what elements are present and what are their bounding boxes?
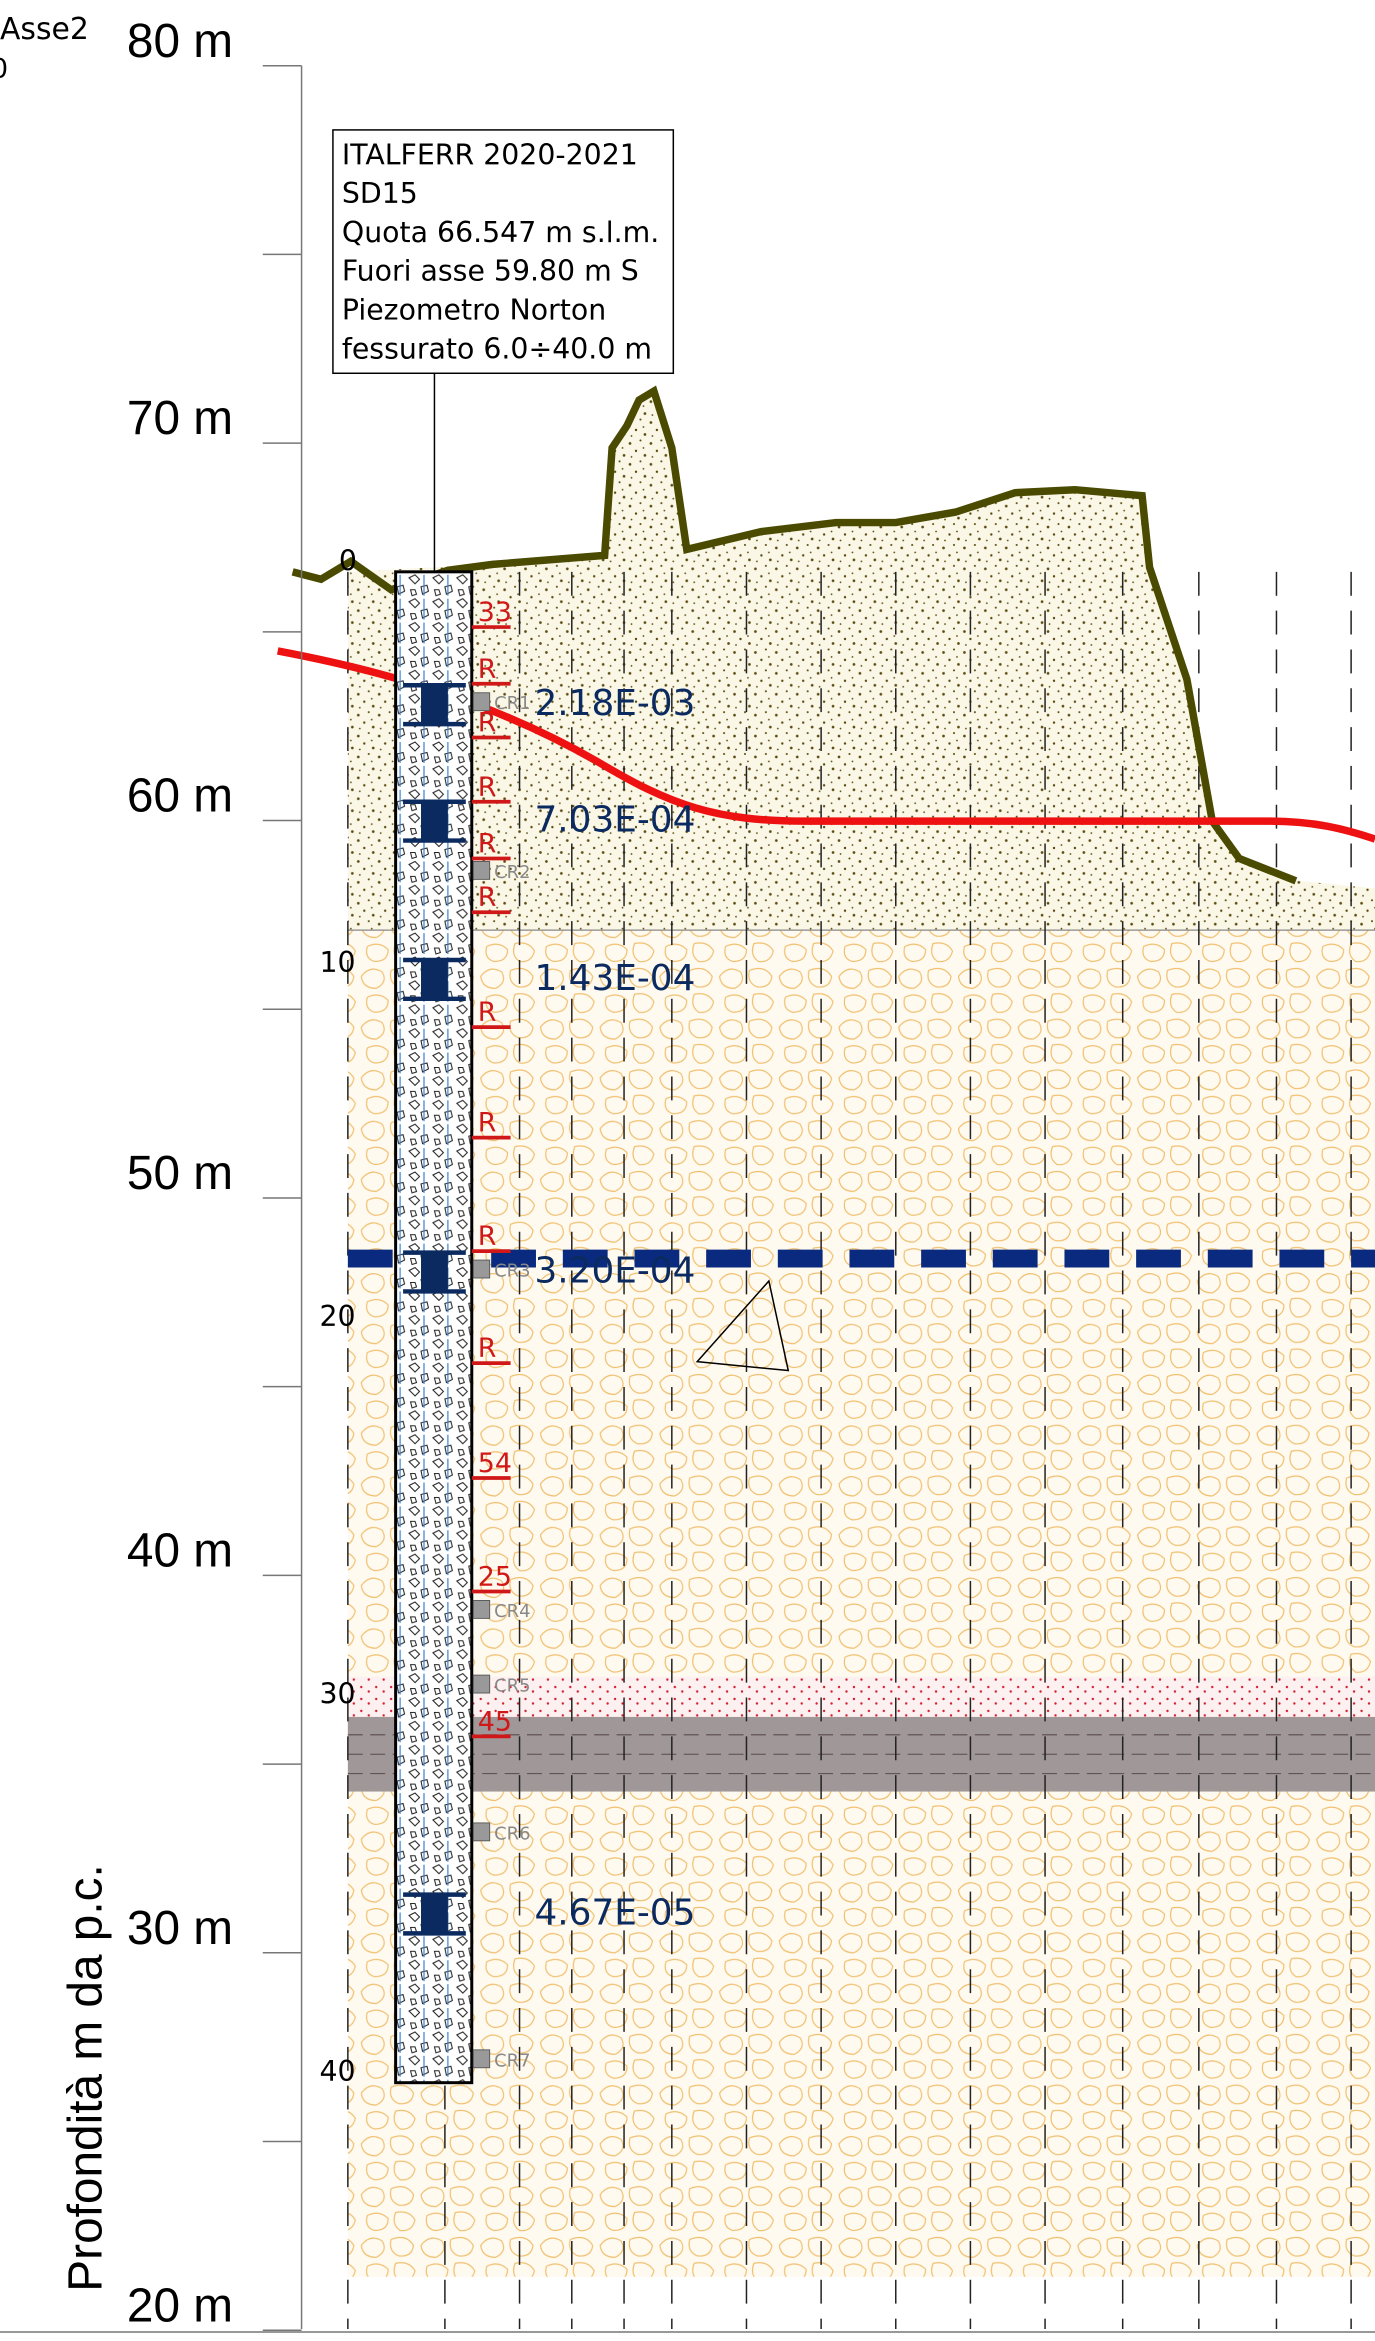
info-line: SD15 (342, 177, 418, 210)
level-marker (695, 1279, 790, 1372)
spt-label: R (478, 1108, 497, 1139)
info-line: ITALFERR 2020-2021 (342, 138, 638, 171)
spt-label: R (478, 997, 497, 1028)
sample-label: CR1 (494, 693, 530, 714)
sample-marker (472, 1259, 491, 1279)
info-line: Fuori asse 59.80 m S (342, 255, 639, 288)
spt-label: R (478, 829, 497, 860)
permeability-label: 2.18E-03 (534, 683, 695, 724)
depth-label: 20 (319, 1300, 355, 1333)
spt-label: 33 (478, 597, 512, 628)
test-section (421, 801, 448, 841)
depth-label: 0 (339, 544, 357, 577)
spt-label: R (478, 1221, 497, 1252)
test-section (421, 685, 448, 725)
permeability-label: 7.03E-04 (534, 800, 695, 841)
spt-label: R (478, 882, 497, 913)
elevation-label: 60 m (127, 770, 233, 823)
sample-label: CR3 (494, 1260, 530, 1281)
sample-marker (472, 861, 491, 880)
spt-label: 45 (478, 1706, 512, 1737)
test-section (421, 959, 448, 999)
section-name: Asse2 (0, 12, 89, 47)
test-section (421, 1252, 448, 1292)
info-line: fessurato 6.0÷40.0 m (342, 332, 652, 365)
sand-layer (347, 391, 1375, 931)
info-line: Quota 66.547 m s.l.m. (342, 216, 659, 249)
depth-label: 10 (319, 946, 355, 979)
spt-label: 54 (478, 1448, 512, 1479)
soil-layers (347, 391, 1375, 2277)
spt-label: R (478, 654, 497, 685)
depth-label: 30 (319, 1677, 355, 1710)
spt-label: 25 (478, 1562, 512, 1593)
spt-label: R (478, 1333, 497, 1364)
sample-label: CR4 (494, 1601, 530, 1622)
permeability-label: 3.20E-04 (534, 1250, 695, 1291)
spt-label: R (478, 772, 497, 803)
elevation-label: 40 m (127, 1524, 233, 1577)
depth-label: 40 (319, 2055, 355, 2088)
sample-label: CR6 (494, 1823, 530, 1844)
elevation-label: 20 m (127, 2279, 233, 2332)
permeability-label: 1.43E-04 (534, 958, 695, 999)
sample-label: CR7 (494, 2050, 530, 2071)
borehole-column (394, 570, 474, 2085)
test-section (421, 1894, 448, 1934)
elevation-label: 50 m (127, 1147, 233, 1200)
sample-marker (472, 2049, 491, 2069)
sample-marker (472, 1674, 491, 1694)
section-index: 0 (0, 54, 8, 85)
axis-title: Profondità m da p.c. (60, 1864, 113, 2291)
sample-marker (472, 1822, 491, 1842)
sample-label: CR2 (494, 862, 530, 883)
info-line: Piezometro Norton (342, 294, 606, 327)
sample-label: CR5 (494, 1676, 530, 1697)
sample-marker (472, 1600, 491, 1619)
info-box (332, 129, 675, 375)
elevation-label: 70 m (127, 392, 233, 445)
elevation-label: 30 m (127, 1902, 233, 1955)
sample-marker (472, 692, 491, 712)
permeability-label: 4.67E-05 (534, 1892, 695, 1933)
spt-label: R (478, 708, 497, 739)
elevation-label: 80 m (127, 15, 233, 68)
